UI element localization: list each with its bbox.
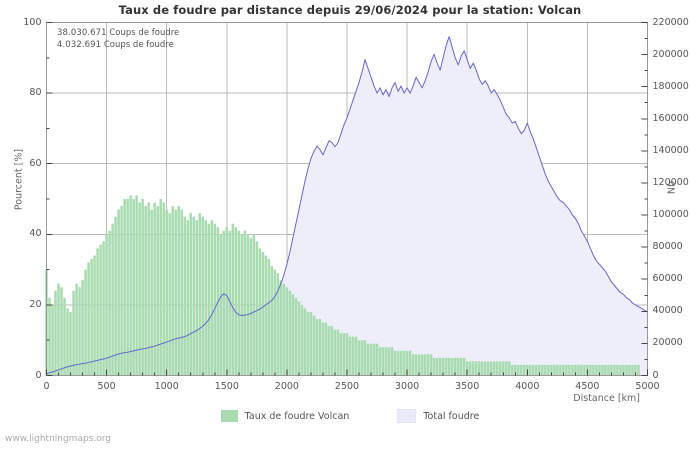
legend-label-volcan: Taux de foudre Volcan <box>244 410 350 422</box>
annotation-box: 38.030.671 Coups de foudre 4.032.691 Cou… <box>57 28 179 51</box>
y-left-tick-100: 100 <box>23 16 42 28</box>
total-foudre-line <box>46 36 648 375</box>
annotation-station-value: 4.032.691 <box>57 39 102 50</box>
y-axis-left-label: Pourcent [%] <box>13 148 25 211</box>
legend-item-total[interactable]: Total foudre <box>397 409 479 423</box>
y-right-tick-100000: 100000 <box>652 209 689 221</box>
y-right-tick-200000: 200000 <box>652 48 689 60</box>
page-title: Taux de foudre par distance depuis 29/06… <box>118 3 582 17</box>
annotation-station-unit: Coups de foudre <box>103 39 174 50</box>
legend-swatch-volcan <box>220 410 238 422</box>
annotation-line-station: 4.032.691 Coups de foudre <box>57 40 179 52</box>
y-right-tick-40000: 40000 <box>652 305 683 317</box>
legend-swatch-total <box>397 409 417 423</box>
volcan-rate-bars <box>45 195 640 376</box>
x-tick-4000: 4000 <box>515 380 540 392</box>
annotation-total-unit: Coups de foudre <box>109 28 180 38</box>
x-tick-3000: 3000 <box>395 380 420 392</box>
x-tick-1500: 1500 <box>214 380 239 392</box>
y-right-tick-220000: 220000 <box>652 16 689 28</box>
y-left-tick-80: 80 <box>29 87 42 99</box>
x-tick-2500: 2500 <box>334 380 360 392</box>
x-tick-4500: 4500 <box>575 380 600 392</box>
y-right-tick-20000: 20000 <box>652 337 683 349</box>
y-right-tick-120000: 120000 <box>652 176 689 188</box>
y-right-tick-60000: 60000 <box>652 273 683 285</box>
annotation-total-value: 38.030.671 <box>57 28 107 38</box>
x-tick-500: 500 <box>97 380 116 392</box>
x-tick-1000: 1000 <box>154 380 179 392</box>
footer-attribution: www.lightningmaps.org <box>5 434 111 444</box>
chart-legend: Taux de foudre Volcan Total foudre <box>0 409 700 423</box>
y-right-tick-0: 0 <box>652 369 659 381</box>
x-tick-2000: 2000 <box>274 380 299 392</box>
y-right-tick-140000: 140000 <box>652 144 689 156</box>
x-tick-3500: 3500 <box>455 380 480 392</box>
x-tick-5000: 5000 <box>635 380 660 392</box>
x-tick-0: 0 <box>43 380 50 392</box>
y-left-tick-0: 0 <box>35 369 42 381</box>
y-left-tick-60: 60 <box>29 157 42 169</box>
x-axis-label: Distance [km] <box>573 393 640 404</box>
annotation-line-total: 38.030.671 Coups de foudre <box>57 28 179 40</box>
y-right-tick-80000: 80000 <box>652 241 683 253</box>
legend-item-volcan[interactable]: Taux de foudre Volcan <box>220 410 350 422</box>
y-right-tick-180000: 180000 <box>652 80 689 92</box>
y-left-tick-20: 20 <box>29 298 42 310</box>
y-left-tick-40: 40 <box>29 228 42 240</box>
legend-label-total: Total foudre <box>423 410 480 422</box>
y-right-tick-160000: 160000 <box>652 112 689 124</box>
total-foudre-area <box>46 36 648 376</box>
